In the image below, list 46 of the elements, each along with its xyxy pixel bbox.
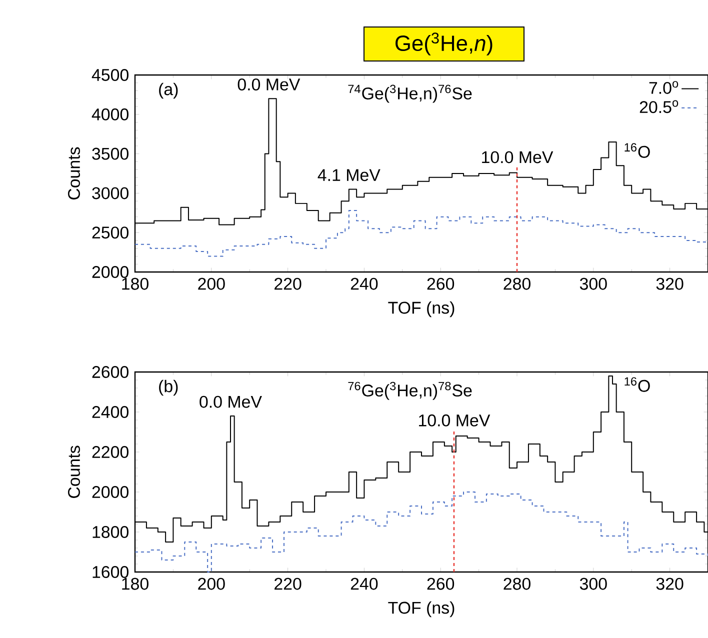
- x-axis-title: TOF (ns): [388, 301, 454, 318]
- x-tick-label: 320: [656, 278, 684, 290]
- annotation: (a): [159, 82, 178, 99]
- annotation: 0.0 MeV: [238, 78, 300, 90]
- y-tick-label: 2000: [92, 486, 128, 498]
- y-tick-label: 2000: [92, 266, 128, 278]
- y-tick-label: 4000: [92, 108, 128, 120]
- x-tick-label: 260: [427, 278, 454, 290]
- x-tick-label: 280: [504, 278, 530, 290]
- legend-label: 20.5$^{o}$: [640, 100, 678, 114]
- y-tick-label: 2500: [92, 226, 128, 239]
- y-tick-label: 2600: [92, 366, 128, 378]
- annotation: $^{76}$Ge($^{3}$He,n)$^{78}$Se: [348, 382, 472, 400]
- y-axis-title: Counts: [68, 446, 80, 498]
- annotation: $^{74}$Ge($^{3}$He,n)$^{76}$Se: [348, 84, 472, 103]
- x-tick-label: 180: [122, 278, 148, 290]
- annotation: (b): [159, 380, 178, 396]
- y-tick-label: 4500: [92, 68, 128, 81]
- x-tick-label: 180: [122, 578, 148, 590]
- x-tick-label: 240: [350, 578, 378, 590]
- x-tick-label: 200: [198, 278, 225, 290]
- y-tick-label: 1600: [92, 566, 128, 578]
- x-tick-label: 220: [274, 278, 302, 290]
- chart-title: Ge($^{3}$He,n): [396, 32, 492, 56]
- y-axis-title: Counts: [68, 147, 80, 200]
- ref-line-label: 10.0 MeV: [419, 414, 490, 426]
- y-tick-label: 3500: [92, 148, 128, 160]
- x-tick-label: 320: [656, 578, 684, 590]
- legend-label: 7.0$^{o}$: [649, 81, 678, 94]
- y-tick-label: 1800: [92, 526, 128, 538]
- x-tick-label: 220: [274, 578, 302, 590]
- x-tick-label: 260: [427, 578, 454, 590]
- ref-line-label: 10.0 MeV: [482, 151, 554, 164]
- x-tick-label: 280: [504, 578, 530, 590]
- annotation: 0.0 MeV: [200, 396, 262, 408]
- annotation: 4.1 MeV: [318, 169, 380, 182]
- x-tick-label: 300: [580, 578, 607, 590]
- annotation: $^{16}$O: [624, 377, 650, 392]
- x-tick-label: 300: [580, 278, 607, 290]
- y-tick-label: 2200: [92, 446, 128, 458]
- y-tick-label: 2400: [92, 406, 128, 418]
- x-axis-title: TOF (ns): [388, 601, 454, 618]
- annotation: $^{16}$O: [624, 143, 650, 158]
- x-tick-label: 240: [350, 278, 378, 290]
- y-tick-label: 3000: [92, 187, 128, 200]
- x-tick-label: 200: [198, 578, 225, 590]
